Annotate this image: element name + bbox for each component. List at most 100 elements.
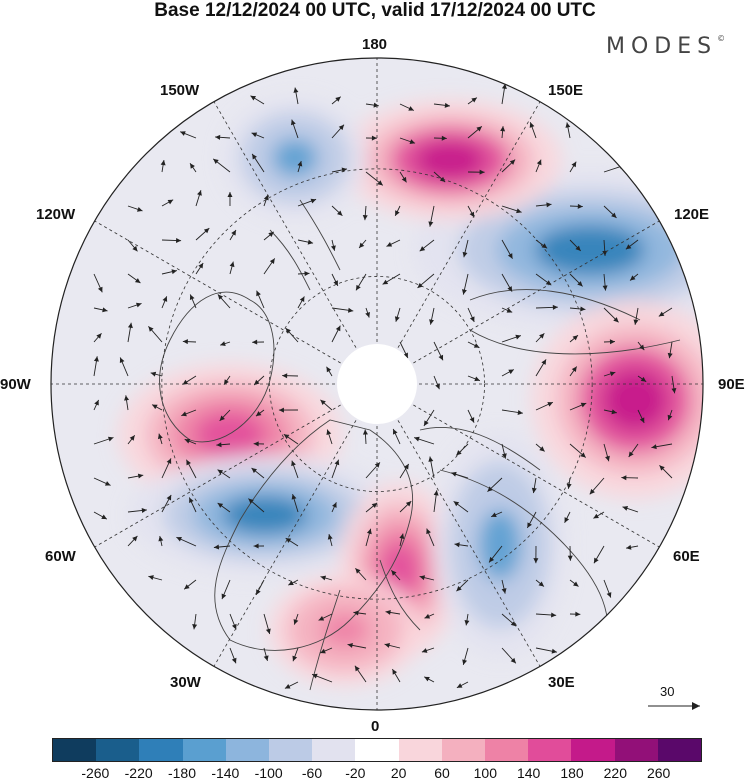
colorbar-tick-label: 140 [516,765,541,781]
wind-arrow [454,542,469,548]
wind-arrow [263,613,271,635]
wind-arrow [195,227,210,241]
wind-arrow [426,528,435,547]
colorbar-swatch [398,739,442,761]
wind-arrow [433,102,451,108]
colorbar-tick-label: -180 [167,765,197,781]
wind-arrow [127,273,141,284]
wind-arrow [183,579,197,590]
lon-label-30w: 30W [170,674,201,691]
wind-arrow [229,229,237,241]
wind-arrow [293,613,299,625]
colorbar-swatch [182,739,226,761]
wind-arrow [291,460,299,479]
wind-arrow [331,273,339,287]
wind-arrow [358,239,367,249]
wind-arrow [414,436,435,445]
wind-arrow [625,544,639,550]
positive-anomaly-centre [531,300,703,500]
wind-arrow [622,506,639,513]
wind-arrow [535,359,547,377]
wind-arrow [227,192,233,207]
wind-arrow [293,87,299,105]
wind-arrow [501,647,517,664]
lon-label-90e: 90E [718,376,745,393]
wind-arrow [671,375,677,394]
wind-arrow [456,579,469,592]
wind-arrow [288,579,299,586]
meridian-line [376,101,541,385]
wind-arrow [253,441,265,447]
wind-arrow [500,126,506,139]
wind-arrow [93,511,108,520]
wind-arrow [331,307,354,313]
colorbar-tick-label: -20 [345,765,366,781]
wind-arrow [362,429,368,445]
wind-arrow [535,647,558,654]
wind-arrow [461,273,469,295]
wind-arrow [399,137,416,144]
wind-arrow [320,647,333,654]
meridian-line [94,383,378,548]
colorbar-tick-label: -260 [81,765,110,781]
colorbar-tick-label: 20 [390,765,407,781]
wind-arrow [467,169,485,175]
wind-arrow [603,409,618,415]
wind-arrow [119,357,129,377]
wind-arrow [433,341,444,361]
wind-arrow [535,159,542,173]
wind-arrow [192,613,198,630]
wind-arrow [428,456,435,479]
wind-arrow [188,497,197,513]
wind-arrow [501,239,513,259]
wind-arrow [593,511,605,519]
colorbar-tick-label: -140 [211,765,240,781]
wind-arrow [531,477,537,494]
lat-lon-grid [51,58,703,710]
wind-arrow [603,371,616,377]
wind-arrow [456,681,469,689]
wind-arrow [501,369,515,377]
wind-arrow [93,436,114,445]
wind-arrow [384,642,401,649]
latitude-circle [269,276,485,492]
lon-label-90w: 90W [0,376,31,393]
wind-arrow [331,205,343,217]
wind-arrow [186,459,197,479]
colorbar-tick-label: -100 [254,765,283,781]
wind-arrow [93,399,99,411]
wind-arrow [365,171,384,186]
wind-arrow [569,273,583,287]
wind-arrow [625,239,639,250]
wind-arrow [252,339,265,345]
colorbar-tick-label: 60 [434,765,450,781]
wind-arrow [251,153,265,173]
lon-label-0: 0 [371,718,380,735]
wind-arrow [462,647,469,666]
wind-arrow [195,190,202,207]
wind-arrow [428,205,435,227]
wind-arrow [213,544,231,550]
wind-arrow [330,239,336,251]
wind-arrow [535,333,545,343]
wind-arrow [195,262,204,275]
wind-arrow [433,135,447,141]
wind-arrow [353,610,367,616]
wind-arrow [501,273,513,292]
wind-arrow [589,477,605,495]
wind-arrow [659,465,673,479]
wind-arrow [667,409,673,421]
wind-arrow [628,443,639,458]
wind-arrow [399,533,405,547]
wind-arrow [291,119,299,139]
wind-arrow [569,334,579,343]
wind-arrow [255,409,265,417]
wind-arrow [399,500,412,513]
wind-arrow [93,273,103,293]
colorbar-swatch [225,739,270,761]
colorbar-tick-label: 180 [560,765,584,781]
negative-anomaly-centre [129,454,401,576]
wind-arrow [467,307,475,323]
wind-arrow [148,326,163,343]
wind-arrow [467,97,478,105]
